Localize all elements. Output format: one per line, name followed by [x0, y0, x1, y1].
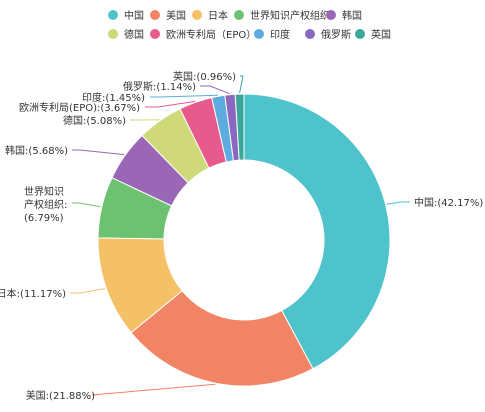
- legend-marker: [234, 9, 244, 20]
- legend-item[interactable]: 印度: [254, 26, 290, 41]
- legend-label: 韩国: [342, 11, 362, 22]
- legend-item[interactable]: 德国: [108, 26, 144, 41]
- pie-slice[interactable]: [243, 93, 391, 370]
- legend-marker: [108, 28, 118, 39]
- legend-label: 中国: [124, 11, 144, 22]
- legend-marker: [108, 9, 118, 20]
- leader-line: [145, 100, 196, 108]
- data-label: 俄罗斯:(1.14%): [123, 80, 196, 93]
- data-label: 欧洲专利局(EPO):(3.67%): [19, 101, 140, 114]
- leader-line: [91, 383, 216, 396]
- legend-marker: [192, 9, 202, 20]
- data-label: 美国:(21.88%): [26, 389, 95, 402]
- legend-label: 美国: [166, 11, 186, 22]
- legend-label: 印度: [270, 30, 290, 41]
- data-labels-group: 中国:(42.17%) 美国:(21.88%) 日本:(11.17%) 世界知识产权组…: [0, 70, 483, 402]
- legend-item[interactable]: 欧洲专利局（EPO）: [150, 26, 256, 41]
- legend-marker: [326, 9, 336, 20]
- leader-line: [72, 149, 125, 156]
- legend-label: 俄罗斯: [321, 30, 351, 41]
- data-label: 印度:(1.45%): [82, 91, 145, 104]
- legend-item[interactable]: 美国: [150, 7, 186, 22]
- legend-item[interactable]: 日本: [192, 7, 228, 22]
- pie-slice[interactable]: [130, 290, 314, 387]
- leader-lines-group: [70, 75, 410, 396]
- data-label: 日本:(11.17%): [0, 287, 66, 300]
- legend-marker: [150, 9, 160, 20]
- legend: 中国 美国 日本 世界知识产权组织 韩国德国 欧洲专利局（EPO） 印度 俄罗斯 英国: [0, 0, 485, 46]
- data-label: 英国:(0.96%): [173, 70, 236, 83]
- legend-label: 英国: [371, 30, 391, 41]
- slices-group: [97, 93, 391, 387]
- data-label: 世界知识产权组织: (6.79%): [24, 185, 67, 224]
- pie-slice[interactable]: [234, 93, 245, 161]
- legend-label: 日本: [208, 11, 228, 22]
- leader-line: [72, 202, 101, 208]
- legend-item[interactable]: 俄罗斯: [305, 26, 351, 41]
- data-label: 中国:(42.17%): [414, 196, 483, 209]
- legend-marker: [150, 28, 160, 39]
- leader-line: [150, 94, 219, 98]
- data-label-line: (6.79%): [24, 213, 64, 224]
- leader-line: [70, 288, 106, 294]
- legend-label: 欧洲专利局（EPO）: [166, 30, 257, 41]
- legend-item[interactable]: 韩国: [326, 7, 362, 22]
- leader-line: [239, 75, 244, 94]
- legend-item[interactable]: 世界知识产权组织: [234, 7, 330, 22]
- legend-label: 德国: [124, 30, 144, 41]
- data-label-line: 产权组织:: [24, 198, 67, 211]
- legend-label: 世界知识产权组织: [250, 11, 330, 22]
- leader-line: [386, 201, 410, 205]
- legend-marker: [254, 28, 264, 39]
- data-label-line: 世界知识: [24, 185, 64, 198]
- data-label: 韩国:(5.68%): [5, 144, 68, 157]
- legend-item[interactable]: 英国: [355, 26, 391, 41]
- legend-item[interactable]: 中国: [108, 7, 144, 22]
- legend-marker: [305, 28, 315, 39]
- data-label: 德国:(5.08%): [63, 114, 126, 127]
- legend-marker: [355, 28, 365, 39]
- leader-line: [200, 85, 231, 95]
